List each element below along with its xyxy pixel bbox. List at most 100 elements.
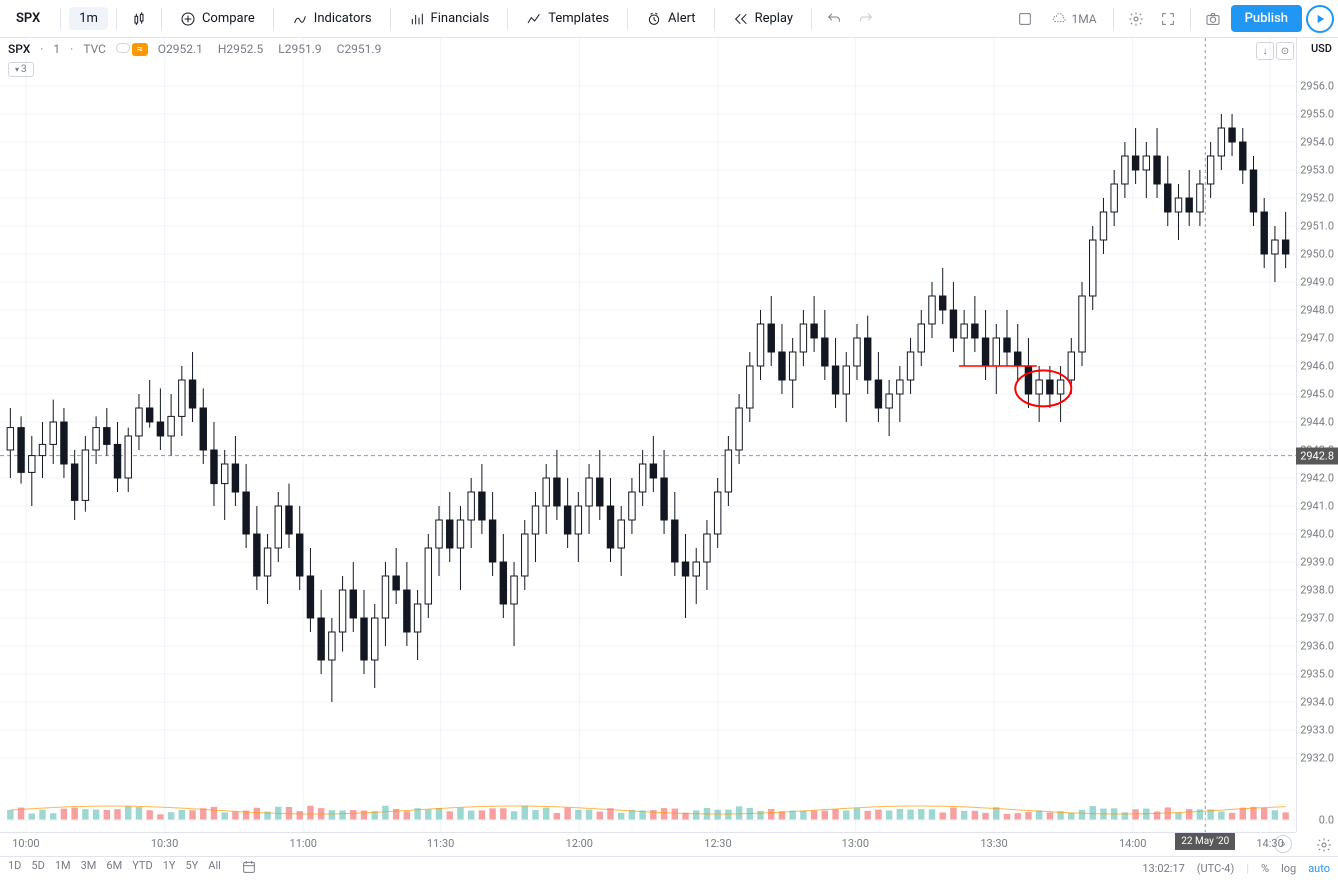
replay-label: Replay — [755, 11, 794, 26]
xtick: 14:30 — [1256, 837, 1283, 850]
ytick: 2933.0 — [1300, 724, 1334, 737]
layout-button[interactable] — [1011, 7, 1039, 31]
ytick: 2950.0 — [1300, 248, 1334, 261]
range-all[interactable]: All — [208, 859, 221, 878]
alert-button[interactable]: Alert — [636, 7, 706, 31]
range-1d[interactable]: 1D — [8, 859, 21, 878]
fx-icon — [292, 11, 308, 27]
ytick: 2955.0 — [1300, 108, 1334, 121]
interval-button[interactable]: 1m — [69, 7, 108, 30]
range-1m[interactable]: 1M — [55, 859, 71, 878]
ma-indicator[interactable]: 1MA — [1043, 9, 1104, 29]
calendar-button[interactable] — [241, 859, 257, 878]
undo-button[interactable] — [820, 7, 848, 31]
alert-label: Alert — [668, 11, 696, 26]
ytick: 2953.0 — [1300, 164, 1334, 177]
gear-icon — [1128, 11, 1144, 27]
log-toggle[interactable]: log — [1281, 862, 1296, 875]
date-ranges: 1D 5D 1M 3M 6M YTD 1Y 5Y All — [8, 859, 257, 878]
snapshot-button[interactable] — [1199, 7, 1227, 31]
timezone[interactable]: (UTC-4) — [1197, 862, 1235, 875]
candle-style-button[interactable] — [125, 7, 153, 31]
ytick: 2947.0 — [1300, 332, 1334, 345]
range-6m[interactable]: 6M — [106, 859, 122, 878]
ytick: 2938.0 — [1300, 584, 1334, 597]
range-5y[interactable]: 5Y — [185, 859, 198, 878]
clock-time: 13:02:17 — [1142, 862, 1184, 875]
alert-icon — [646, 11, 662, 27]
ytick: 2939.0 — [1300, 556, 1334, 569]
ohlc-values: O2952.1 H2952.5 L2951.9 C2951.9 — [158, 42, 394, 56]
currency-label: USD — [1311, 42, 1332, 55]
publish-button[interactable]: Publish — [1231, 5, 1302, 32]
current-time-badge: 22 May '20 — [1175, 833, 1235, 850]
ytick: 2949.0 — [1300, 276, 1334, 289]
camera-icon — [1205, 11, 1221, 27]
bars-icon — [409, 11, 425, 27]
volume-zero-label: 0.0 — [1319, 814, 1334, 827]
ytick: 2951.0 — [1300, 220, 1334, 233]
ytick: 2944.0 — [1300, 416, 1334, 429]
ytick: 2952.0 — [1300, 192, 1334, 205]
legend-collapse[interactable]: ▾3 — [8, 62, 34, 77]
ytick: 2940.0 — [1300, 528, 1334, 541]
legend-count: 3 — [21, 64, 27, 75]
redo-button[interactable] — [852, 7, 880, 31]
ytick: 2946.0 — [1300, 360, 1334, 373]
ytick: 2954.0 — [1300, 136, 1334, 149]
ytick: 2934.0 — [1300, 696, 1334, 709]
undo-icon — [826, 11, 842, 27]
yaxis-down-button[interactable]: ↓ — [1256, 42, 1274, 60]
replay-button[interactable]: Replay — [723, 7, 804, 31]
symbol-button[interactable]: SPX — [4, 7, 52, 30]
auto-toggle[interactable]: auto — [1308, 862, 1330, 875]
layout-icon — [1017, 11, 1033, 27]
compare-button[interactable]: Compare — [170, 7, 265, 31]
ytick: 2945.0 — [1300, 388, 1334, 401]
y-axis[interactable]: USD 2932.02933.02934.02935.02936.02937.0… — [1296, 38, 1338, 832]
fullscreen-icon — [1160, 11, 1176, 27]
ytick: 2936.0 — [1300, 640, 1334, 653]
xtick: 11:30 — [427, 837, 454, 850]
ytick: 2935.0 — [1300, 668, 1334, 681]
financials-button[interactable]: Financials — [399, 7, 500, 31]
plus-circle-icon — [180, 11, 196, 27]
bottom-bar: 1D5D1M3M6MYTD1Y5YAll 13:02:17 (UTC-4) | … — [0, 856, 1338, 880]
current-price-badge: 2942.8 — [1296, 447, 1338, 464]
xtick: 12:00 — [566, 837, 593, 850]
chart-legend: SPX · 1 · TVC ≈ O2952.1 H2952.5 L2951.9 … — [8, 42, 393, 56]
yaxis-reset-button[interactable]: ⊙ — [1276, 42, 1294, 60]
ytick: 2942.0 — [1300, 472, 1334, 485]
range-3m[interactable]: 3M — [81, 859, 97, 878]
candle-icon — [131, 11, 147, 27]
x-axis[interactable]: » 10:0010:3011:0011:3012:0012:3013:0013:… — [0, 832, 1296, 856]
market-status-icon — [116, 43, 130, 53]
range-ytd[interactable]: YTD — [132, 859, 152, 878]
play-button[interactable] — [1306, 5, 1334, 33]
templates-label: Templates — [548, 11, 609, 26]
range-1y[interactable]: 1Y — [163, 859, 176, 878]
xaxis-settings-button[interactable] — [1314, 835, 1334, 855]
redo-icon — [858, 11, 874, 27]
replay-icon — [733, 11, 749, 27]
range-5d[interactable]: 5D — [31, 859, 44, 878]
xtick: 13:00 — [842, 837, 869, 850]
xtick: 11:00 — [290, 837, 317, 850]
percent-toggle[interactable]: % — [1261, 862, 1269, 875]
candlestick-chart[interactable] — [0, 38, 1296, 832]
chart-area[interactable] — [0, 38, 1296, 832]
indicators-button[interactable]: Indicators — [282, 7, 382, 31]
xtick: 12:30 — [704, 837, 731, 850]
realtime-badge: ≈ — [132, 43, 148, 56]
ytick: 2941.0 — [1300, 500, 1334, 513]
ytick: 2948.0 — [1300, 304, 1334, 317]
legend-symbol[interactable]: SPX — [8, 42, 30, 56]
templates-button[interactable]: Templates — [516, 7, 619, 31]
ma-label: 1MA — [1071, 12, 1096, 26]
compare-label: Compare — [202, 11, 255, 26]
fullscreen-button[interactable] — [1154, 7, 1182, 31]
ytick: 2956.0 — [1300, 80, 1334, 93]
xtick: 10:30 — [151, 837, 178, 850]
cloud-icon — [1051, 11, 1067, 27]
settings-button[interactable] — [1122, 7, 1150, 31]
